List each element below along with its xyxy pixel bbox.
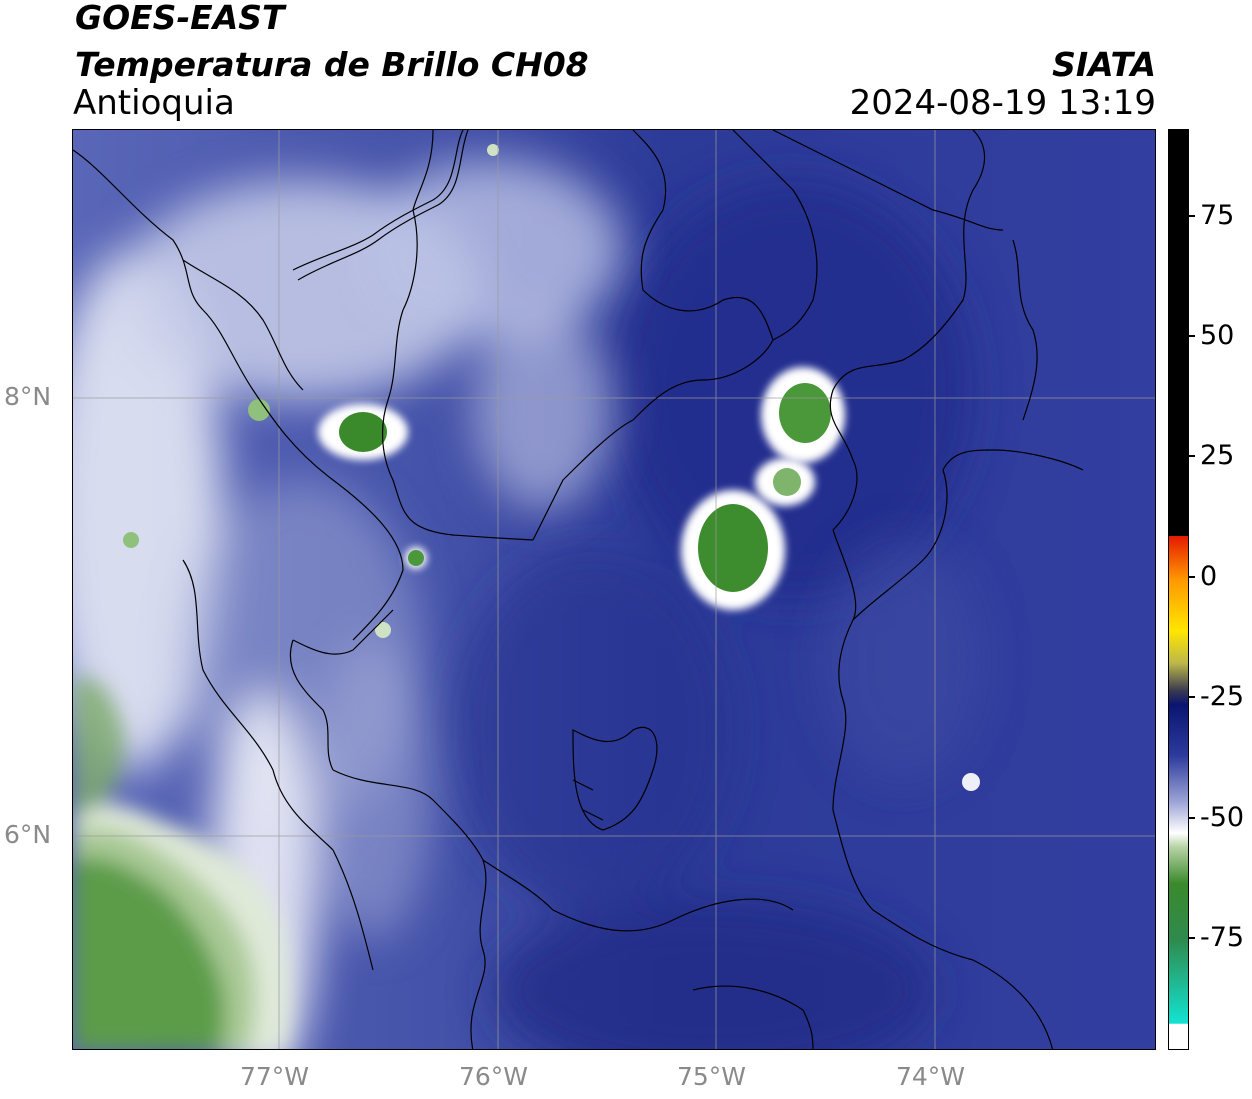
agency-label: SIATA <box>1052 45 1156 84</box>
colorbar-tick <box>1189 455 1195 457</box>
small-cells <box>123 144 980 791</box>
satellite-title: GOES-EAST <box>75 0 285 37</box>
convective-cell-1 <box>318 404 408 460</box>
colorbar-label-neg75: -75 <box>1200 922 1245 953</box>
convective-cell-2 <box>681 490 785 610</box>
product-title: Temperatura de Brillo CH08 <box>75 45 589 84</box>
colorbar-label-50: 50 <box>1200 320 1235 351</box>
lon-label-75w: 75°W <box>677 1062 747 1091</box>
map-canvas <box>73 130 1155 1049</box>
admin-boundaries <box>73 130 1084 1049</box>
lon-label-76w: 76°W <box>459 1062 529 1091</box>
region-label: Antioquia <box>73 83 235 123</box>
lon-label-74w: 74°W <box>896 1062 966 1091</box>
colorbar-label-75: 75 <box>1200 200 1235 231</box>
colorbar-tick <box>1189 937 1195 939</box>
datetime-label: 2024-08-19 13:19 <box>849 83 1156 123</box>
colorbar-label-neg25: -25 <box>1200 681 1245 712</box>
convective-cell-3 <box>761 367 845 463</box>
lon-label-77w: 77°W <box>240 1062 310 1091</box>
colorbar-tick <box>1189 335 1195 337</box>
lat-label-6n: 6°N <box>4 820 52 849</box>
lat-label-8n: 8°N <box>4 382 52 411</box>
warm-surface-southwest <box>73 677 291 1049</box>
brightness-temperature-map <box>72 129 1156 1050</box>
colorbar-tick <box>1189 696 1195 698</box>
temperature-colorbar <box>1168 129 1189 1050</box>
convective-cell-4 <box>755 458 815 506</box>
colorbar-tick <box>1189 817 1195 819</box>
colorbar-label-25: 25 <box>1200 440 1235 471</box>
colorbar-label-neg50: -50 <box>1200 802 1245 833</box>
graticule <box>73 130 1155 1049</box>
colorbar-tick <box>1189 576 1195 578</box>
colorbar-label-0: 0 <box>1200 561 1218 592</box>
colorbar-tick <box>1189 215 1195 217</box>
